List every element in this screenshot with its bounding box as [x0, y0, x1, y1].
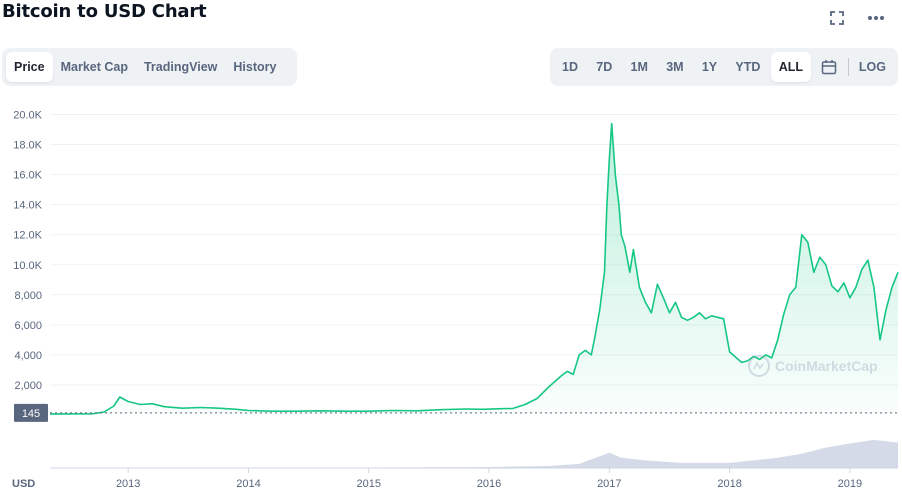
x-tick-label: 2014 [236, 478, 260, 490]
range-3m[interactable]: 3M [666, 60, 684, 74]
more-dots-icon[interactable] [865, 8, 887, 28]
x-axis-labels: 2013 2014 2015 2016 2017 2018 2019 [116, 468, 862, 490]
y-tick-label: 10.0K [13, 260, 42, 272]
y-tick-label: 12.0K [13, 230, 42, 242]
x-tick-label: 2015 [357, 478, 381, 490]
price-area-fill [50, 123, 898, 415]
current-price-label: 145 [22, 408, 40, 420]
watermark-text: CoinMarketCap [775, 358, 878, 374]
currency-label: USD [12, 478, 35, 490]
x-tick-label: 2016 [477, 478, 501, 490]
y-tick-label: 16.0K [13, 170, 42, 182]
range-1d[interactable]: 1D [562, 60, 578, 74]
x-tick-label: 2019 [838, 478, 862, 490]
price-line [49, 122, 899, 415]
x-tick-label: 2018 [717, 478, 741, 490]
coinmarketcap-watermark: CoinMarketCap [748, 355, 878, 377]
tab-history[interactable]: History [233, 60, 277, 74]
current-price-tag [14, 403, 48, 422]
tab-price[interactable]: Price [6, 52, 53, 82]
range-1y[interactable]: 1Y [701, 60, 718, 74]
y-tick-label: 18.0K [13, 140, 42, 152]
chart-type-tabs: Price Market Cap TradingView History [2, 48, 297, 86]
y-axis-labels: 2,000 4,000 6,000 8,000 10.0K 12.0K 14.0K 16.0K… [13, 110, 42, 392]
time-range-selector: 1D 7D 1M 3M 1Y YTD ALL LOG [550, 48, 898, 86]
page-title: Bitcoin to USD Chart [2, 1, 207, 22]
fullscreen-icon[interactable] [826, 8, 848, 28]
x-tick-label: 2017 [597, 478, 621, 490]
range-all[interactable]: ALL [770, 52, 812, 82]
volume-area [50, 439, 898, 468]
price-chart[interactable]: 2,000 4,000 6,000 8,000 10.0K 12.0K 14.0K 16.0K… [0, 95, 902, 502]
y-tick-label: 2,000 [14, 380, 42, 392]
y-tick-label: 14.0K [13, 200, 42, 212]
calendar-icon[interactable] [813, 52, 845, 82]
y-tick-label: 8,000 [14, 290, 42, 302]
range-1m[interactable]: 1M [630, 60, 648, 74]
tab-market-cap[interactable]: Market Cap [60, 60, 128, 74]
range-7d[interactable]: 7D [596, 60, 613, 74]
range-divider [847, 58, 849, 76]
x-tick-label: 2013 [116, 478, 140, 490]
range-ytd[interactable]: YTD [735, 60, 761, 74]
chart-gridlines [50, 114, 898, 386]
y-tick-label: 6,000 [14, 320, 42, 332]
y-tick-label: 20.0K [13, 110, 42, 122]
tab-tradingview[interactable]: TradingView [143, 60, 218, 74]
log-scale-toggle[interactable]: LOG [858, 60, 886, 74]
y-tick-label: 4,000 [14, 350, 42, 362]
